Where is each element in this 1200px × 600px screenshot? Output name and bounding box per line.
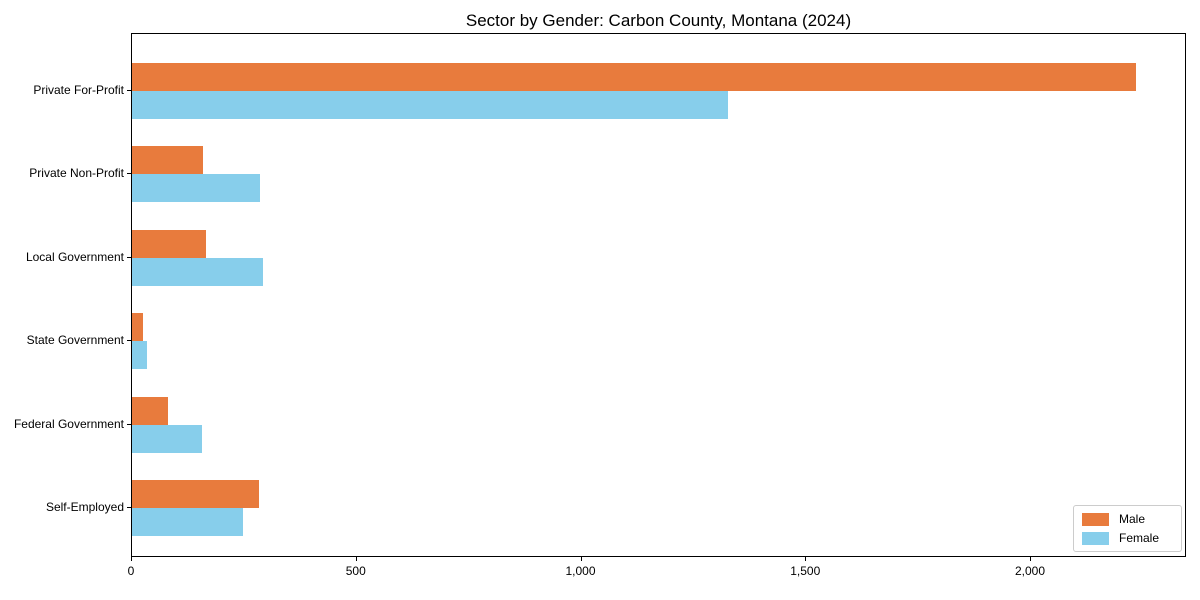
x-tick-mark-1000 — [580, 557, 582, 561]
legend-swatch-female-icon — [1081, 531, 1109, 545]
y-tick-mark-private-non-profit — [127, 173, 131, 175]
legend-swatch-male-icon — [1081, 512, 1109, 526]
legend-item-female: Female — [1081, 531, 1173, 545]
x-tick-label-500: 500 — [345, 564, 366, 578]
chart-title: Sector by Gender: Carbon County, Montana… — [465, 11, 852, 30]
bar-male-private-non-profit — [132, 146, 204, 175]
legend-label-female: Female — [1118, 531, 1159, 545]
y-tick-mark-local-government — [127, 256, 131, 258]
legend-label-male: Male — [1118, 512, 1145, 526]
bar-male-local-government — [132, 229, 207, 258]
x-tick-label-0: 0 — [127, 564, 135, 578]
x-tick-label-1500: 1,500 — [790, 564, 821, 578]
x-tick-mark-1500 — [805, 557, 807, 561]
y-axis-label-local-government: Local Government — [25, 249, 124, 264]
y-tick-mark-private-for-profit — [127, 90, 131, 91]
bar-male-state-government — [132, 313, 144, 342]
bar-male-self-employed — [132, 480, 259, 509]
x-tick-mark-500 — [355, 557, 357, 561]
y-tick-mark-federal-government — [127, 423, 131, 425]
bar-female-federal-government — [132, 424, 203, 453]
y-tick-mark-state-government — [127, 340, 131, 342]
bar-female-private-non-profit — [132, 174, 261, 203]
bar-female-self-employed — [132, 508, 243, 537]
plot-area: Male Female — [131, 33, 1186, 557]
bar-female-private-for-profit — [132, 91, 729, 119]
x-tick-mark-0 — [131, 557, 132, 561]
x-tick-mark-2000 — [1030, 557, 1032, 561]
y-tick-mark-self-employed — [127, 507, 131, 509]
y-axis-label-self-employed: Self-Employed — [45, 500, 124, 515]
legend: Male Female — [1072, 505, 1182, 552]
x-tick-label-2000: 2,000 — [1015, 564, 1046, 578]
x-tick-label-1000: 1,000 — [565, 564, 596, 578]
bar-female-state-government — [132, 341, 147, 370]
y-axis-label-private-non-profit: Private Non-Profit — [29, 166, 124, 181]
y-axis-label-federal-government: Federal Government — [13, 416, 124, 431]
bar-female-local-government — [132, 257, 263, 286]
bar-male-private-for-profit — [132, 63, 1137, 91]
y-axis-label-private-for-profit: Private For-Profit — [33, 83, 124, 97]
bar-male-federal-government — [132, 396, 168, 425]
y-axis-label-state-government: State Government — [26, 333, 124, 348]
legend-item-male: Male — [1081, 512, 1173, 526]
